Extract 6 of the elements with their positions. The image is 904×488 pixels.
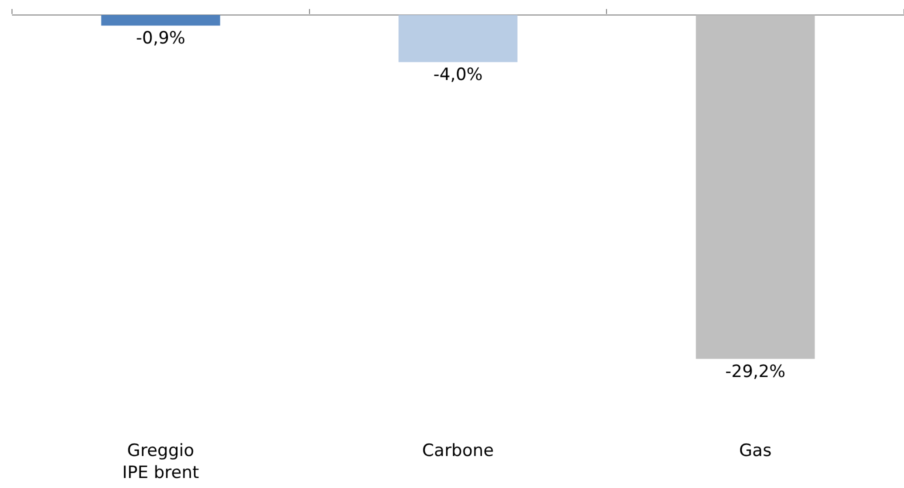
data-label: -29,2% xyxy=(725,362,786,382)
data-label: -4,0% xyxy=(433,65,483,86)
x-tick-label: Gas xyxy=(739,441,772,461)
data-label: -0,9% xyxy=(136,28,186,49)
x-tick-label: Carbone xyxy=(422,441,494,461)
x-tick-label: Greggio IPE brent xyxy=(122,441,200,484)
